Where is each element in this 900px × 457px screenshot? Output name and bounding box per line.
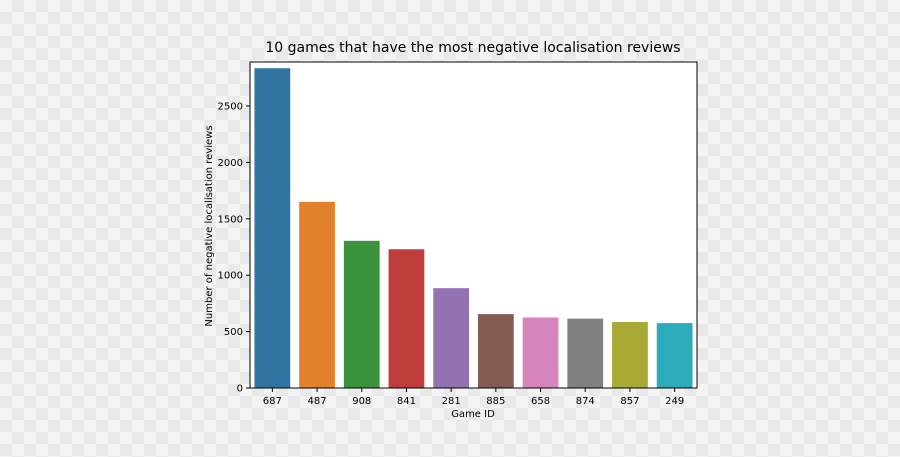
bar-687	[254, 68, 291, 388]
x-tick-label-487: 487	[308, 396, 327, 407]
x-tick-label-908: 908	[352, 396, 371, 407]
y-tick-label-1000: 1000	[218, 271, 243, 282]
x-tick-label-281: 281	[442, 396, 461, 407]
bar-874	[567, 318, 604, 388]
y-tick-label-2500: 2500	[218, 101, 243, 112]
bar-281	[433, 288, 470, 388]
bar-908	[343, 240, 380, 388]
x-tick-label-874: 874	[576, 396, 595, 407]
y-axis: 0 500 1000 1500 2000 2500	[218, 101, 250, 395]
bar-658	[522, 317, 559, 388]
x-tick-label-687: 687	[263, 396, 282, 407]
bars-group	[254, 68, 693, 388]
x-tick-label-857: 857	[620, 396, 639, 407]
plot-frame	[249, 61, 698, 389]
x-tick-label-658: 658	[531, 396, 550, 407]
x-axis: 687 487 908 841 281 885 658 874 857 249	[263, 388, 684, 407]
y-tick-label-1500: 1500	[218, 214, 243, 225]
bar-885	[477, 314, 514, 388]
x-tick-label-841: 841	[397, 396, 416, 407]
y-tick-label-2000: 2000	[218, 158, 243, 169]
bar-857	[612, 322, 648, 388]
bar-249	[656, 323, 693, 388]
chart-title: 10 games that have the most negative loc…	[265, 40, 680, 56]
bar-841	[388, 249, 425, 388]
x-tick-label-885: 885	[486, 396, 505, 407]
y-tick-label-500: 500	[224, 327, 243, 338]
x-tick-label-249: 249	[665, 396, 684, 407]
y-tick-label-0: 0	[237, 384, 243, 395]
y-axis-label: Number of negative localisation reviews	[204, 125, 215, 326]
x-axis-label: Game ID	[451, 409, 495, 420]
bar-487	[299, 201, 335, 388]
